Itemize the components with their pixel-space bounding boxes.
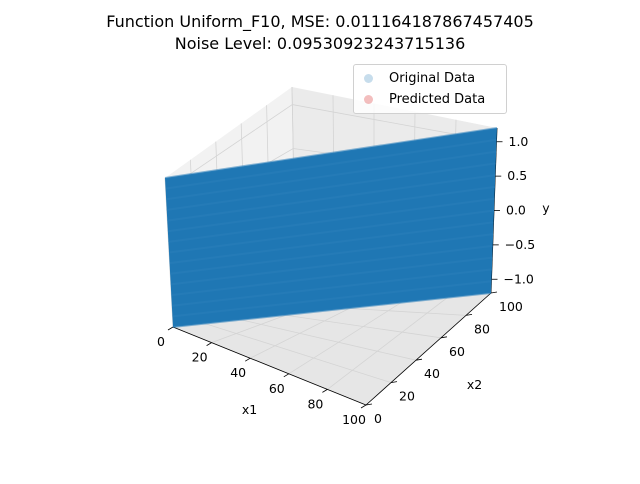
x1-tick-label-2: 40 bbox=[230, 365, 246, 380]
y-tick-label-3: 0.5 bbox=[507, 168, 527, 183]
surface-row-4 bbox=[170, 244, 493, 286]
surface-row-9 bbox=[167, 185, 496, 233]
chart-subtitle: Noise Level: 0.09530923243715136 bbox=[174, 34, 466, 53]
legend: Original Data Predicted Data bbox=[353, 64, 507, 114]
surface-row-14 bbox=[164, 127, 498, 179]
y-tick-label-0: −1.0 bbox=[504, 271, 534, 286]
y-tick-label-2: 0.0 bbox=[506, 203, 526, 218]
surface-row-12 bbox=[165, 150, 497, 201]
x1-axis-label: x1 bbox=[242, 402, 257, 417]
x1-tick-0 bbox=[167, 326, 174, 331]
surface-row-3 bbox=[171, 256, 493, 297]
y-tick-label-4: 1.0 bbox=[509, 134, 529, 149]
surface-row-8 bbox=[168, 197, 495, 243]
x2-tick-label-2: 40 bbox=[424, 366, 440, 381]
legend-label-predicted: Predicted Data bbox=[389, 91, 486, 107]
x1-tick-label-4: 80 bbox=[307, 396, 323, 411]
surface-row-5 bbox=[169, 233, 494, 275]
x2-tick-4 bbox=[465, 314, 473, 316]
x1-tick-1 bbox=[206, 342, 212, 346]
surface-row-1 bbox=[172, 280, 492, 318]
grid-line-y-4 bbox=[165, 104, 497, 191]
surface-row-10 bbox=[167, 174, 496, 222]
x2-tick-label-4: 80 bbox=[474, 321, 490, 336]
pane-floor bbox=[173, 293, 491, 405]
legend-item-original: Original Data bbox=[364, 68, 475, 88]
x1-tick-3 bbox=[283, 373, 290, 378]
x2-tick-2 bbox=[415, 358, 423, 361]
legend-marker-predicted bbox=[364, 94, 373, 104]
x2-tick-label-3: 60 bbox=[449, 344, 465, 359]
x1-tick-5 bbox=[360, 404, 367, 409]
x1-tick-label-3: 60 bbox=[269, 381, 285, 396]
legend-item-predicted: Predicted Data bbox=[364, 89, 485, 109]
x2-tick-label-1: 20 bbox=[399, 389, 415, 404]
y-axis-label: y bbox=[542, 201, 550, 216]
legend-label-original: Original Data bbox=[389, 70, 476, 86]
x2-axis-line bbox=[365, 292, 492, 406]
x2-tick-label-0: 0 bbox=[374, 411, 382, 426]
y-tick-label-1: −0.5 bbox=[505, 237, 535, 252]
x2-tick-label-5: 100 bbox=[499, 299, 523, 314]
x2-tick-5 bbox=[490, 291, 498, 294]
x1-tick-4 bbox=[322, 389, 328, 393]
x1-tick-label-0: 0 bbox=[157, 334, 165, 349]
x1-tick-2 bbox=[244, 357, 251, 362]
x2-axis-label: x2 bbox=[467, 377, 482, 392]
surface-row-11 bbox=[166, 162, 496, 211]
chart-title: Function Uniform_F10, MSE: 0.01116418786… bbox=[106, 12, 534, 31]
x1-tick-label-1: 20 bbox=[192, 350, 208, 365]
surface-row-7 bbox=[168, 209, 495, 254]
x2-tick-1 bbox=[390, 381, 398, 383]
surface-row-6 bbox=[169, 221, 494, 265]
x1-tick-label-5: 100 bbox=[342, 412, 366, 427]
x2-tick-3 bbox=[440, 336, 448, 339]
surface-row-2 bbox=[171, 268, 493, 307]
surface-row-0 bbox=[172, 292, 492, 328]
surface-row-13 bbox=[165, 138, 497, 190]
legend-marker-original bbox=[364, 73, 373, 83]
x2-tick-0 bbox=[365, 403, 373, 406]
x1-axis-line bbox=[172, 326, 367, 406]
